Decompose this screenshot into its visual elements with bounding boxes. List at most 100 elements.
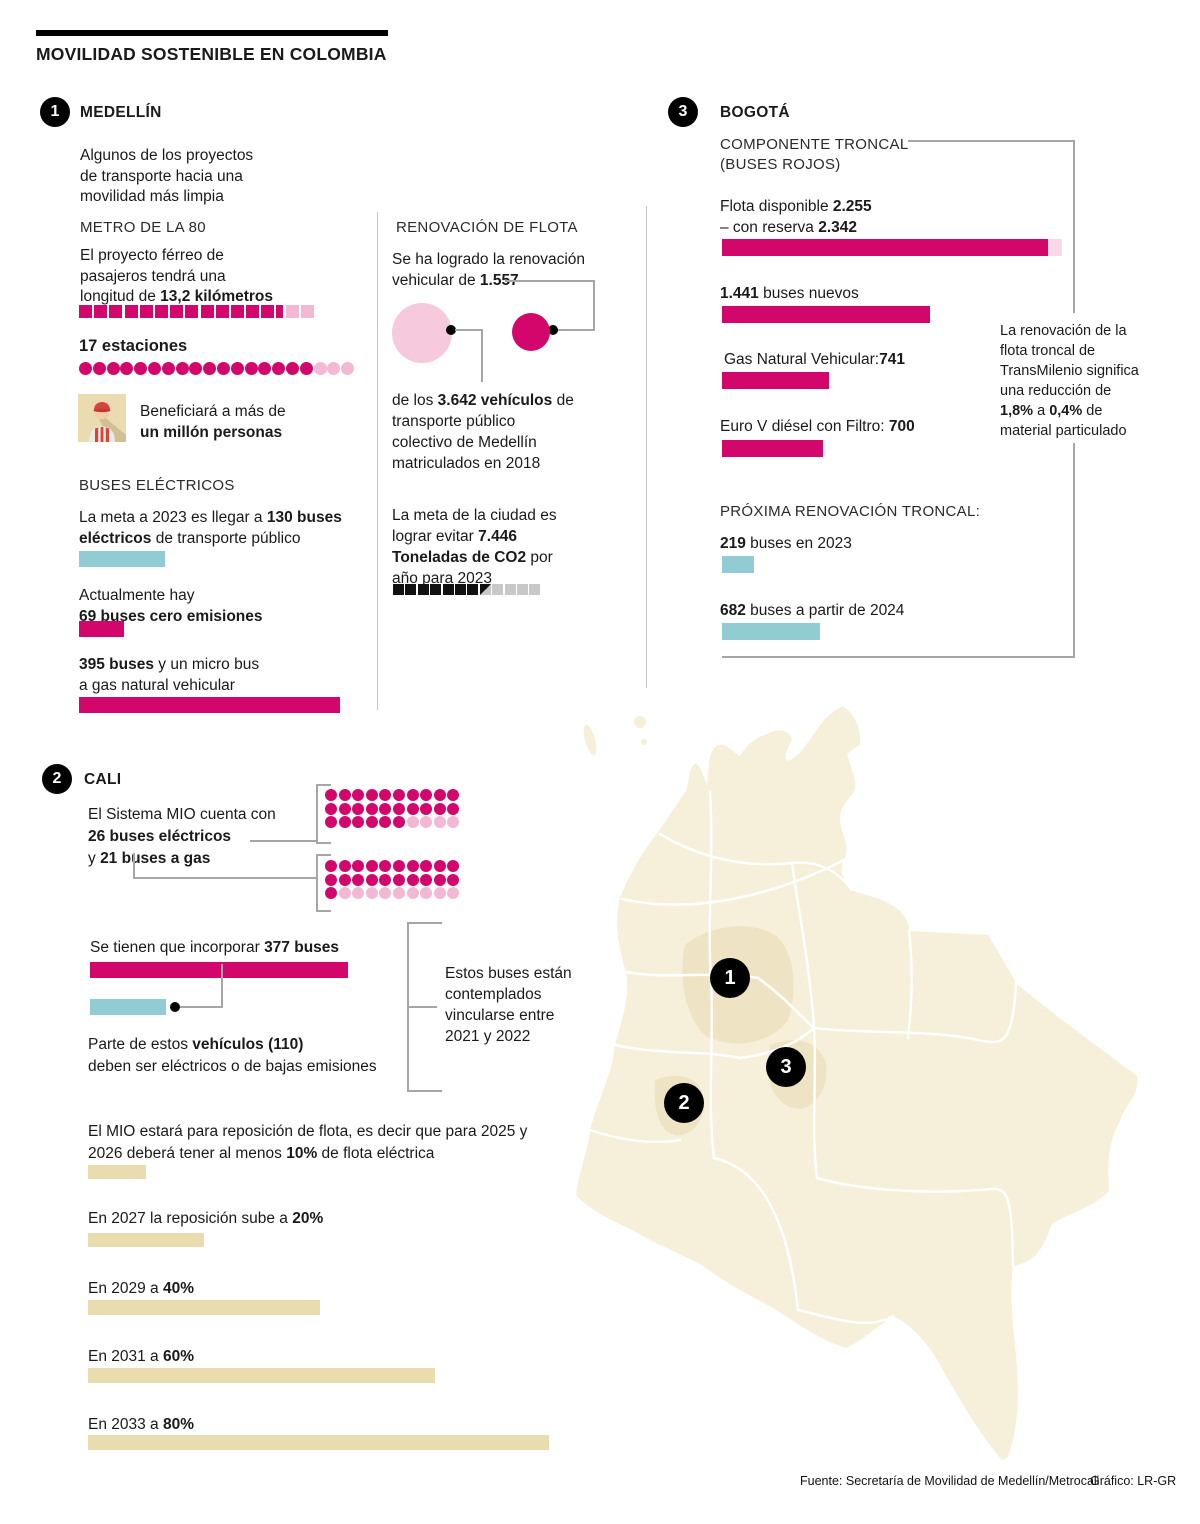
- circle-renewed-vehicles: [512, 313, 550, 351]
- map-marker-medellin: 1: [710, 958, 750, 998]
- bracket-contemplados-bottom: [407, 1090, 442, 1092]
- bar-2024-682: [722, 623, 820, 640]
- medellin-intro: Algunos de los proyectos de transporte h…: [80, 147, 254, 205]
- bar-gas-395: [79, 697, 340, 713]
- bar-gnv-741: [722, 372, 829, 389]
- bar-2023-219: [722, 556, 754, 573]
- section-badge-medellin: 1: [40, 97, 70, 127]
- island-providencia: [634, 716, 646, 728]
- connector-part-v: [221, 964, 223, 1008]
- bracket-grid2-top: [316, 854, 331, 856]
- goal-text: La meta a 2023 es llegar a 130 buses elé…: [79, 509, 342, 547]
- section-title-medellin: MEDELLÍN: [80, 104, 162, 121]
- map-marker-cali: 2: [664, 1083, 704, 1123]
- bar-flota-group: [722, 239, 1062, 256]
- current-text: Actualmente hay 69 buses cero emisiones: [79, 587, 263, 625]
- renovacion-total-text: de los 3.642 vehículos de transporte púb…: [392, 392, 574, 472]
- connector-1557-v: [593, 280, 595, 331]
- connector-gas-h: [133, 877, 316, 879]
- department-borders: [588, 790, 1018, 1325]
- bracket-grid1-v: [316, 784, 318, 844]
- mio-text: El MIO estará para reposición de flota, …: [88, 1123, 528, 1162]
- gas-text: 395 buses y un micro bus a gas natural v…: [79, 656, 260, 694]
- bracket-contemplados-top: [407, 922, 442, 924]
- bracket-bogota-bottom: [722, 656, 1075, 658]
- metro-text: El proyecto férreo de pasajeros tendrá u…: [80, 247, 274, 305]
- r2027-text: En 2027 la reposición sube a 20%: [88, 1210, 324, 1227]
- bar-repo-10: [88, 1165, 146, 1179]
- contemplados-text: Estos buses están contemplados vinculars…: [445, 965, 572, 1045]
- bar-goal-130: [79, 551, 165, 567]
- connector-1557-h: [505, 280, 595, 282]
- title-rule: [36, 30, 388, 36]
- electric-bus-grid: [325, 789, 460, 829]
- divider-medellin-renovacion: [377, 212, 378, 710]
- r2033-text: En 2033 a 80%: [88, 1416, 195, 1433]
- gas-bus-grid: [325, 860, 460, 900]
- bar-current-69: [79, 621, 124, 637]
- incorporate-text: Se tienen que incorporar 377 buses: [90, 939, 340, 956]
- bracket-grid2-bottom: [316, 910, 331, 912]
- component-label: COMPONENTE TRONCAL (BUSES ROJOS): [720, 136, 909, 173]
- bar-incorporar-377: [90, 962, 348, 978]
- connector-gas-v: [133, 853, 135, 879]
- connector-dot-dark: [548, 325, 558, 335]
- connector-1557-h2: [556, 329, 594, 331]
- bar-euro-700: [722, 440, 823, 457]
- bar-reserva-tip: [1048, 239, 1062, 256]
- graphic-credit: Gráfico: LR-GR: [1090, 1474, 1177, 1488]
- passenger-icon: [78, 394, 126, 442]
- co2-pictogram: [393, 584, 541, 595]
- colombia-outline: [576, 706, 1138, 1460]
- r2031-text: En 2031 a 60%: [88, 1348, 195, 1365]
- nuevos-text: 1.441 buses nuevos: [720, 285, 859, 302]
- euro-text: Euro V diésel con Filtro: 700: [720, 418, 915, 435]
- connector-part-h: [180, 1006, 223, 1008]
- bracket-contemplados-mid: [407, 1006, 437, 1008]
- source-credit: Fuente: Secretaría de Movilidad de Medel…: [800, 1474, 1100, 1488]
- connector-dot-part: [170, 1002, 180, 1012]
- bracket-grid1-bottom: [316, 842, 331, 844]
- bar-repo-60: [88, 1368, 435, 1383]
- stations-label: 17 estaciones: [79, 337, 188, 355]
- flota-text: Flota disponible 2.255 – con reserva 2.3…: [720, 198, 872, 236]
- bracket-bogota-top: [908, 140, 1075, 142]
- bar-flota-2255: [722, 239, 1048, 256]
- co2-text: La meta de la ciudad es lograr evitar 7.…: [392, 507, 557, 587]
- connector-electric-grid: [250, 840, 316, 842]
- bar-repo-80: [88, 1435, 549, 1450]
- page-title: MOVILIDAD SOSTENIBLE EN COLOMBIA: [36, 44, 387, 64]
- island-small: [641, 739, 647, 745]
- bar-nuevos-1441: [722, 306, 930, 323]
- stations-pictogram: [79, 362, 355, 375]
- section-badge-bogota: 3: [668, 97, 698, 127]
- connector-3642-h: [455, 329, 483, 331]
- connector-3642-v: [481, 329, 483, 382]
- bar-part-110: [90, 999, 166, 1015]
- bracket-bogota-right-lower: [1073, 443, 1075, 658]
- renovacion-heading: RENOVACIÓN DE FLOTA: [396, 219, 578, 236]
- part-text: Parte de estos vehículos (110) deben ser…: [88, 1036, 377, 1075]
- benefit-text: Beneficiará a más de un millón personas: [140, 403, 286, 441]
- r2029-text: En 2029 a 40%: [88, 1280, 195, 1297]
- island-san-andres: [583, 724, 597, 756]
- section-title-bogota: BOGOTÁ: [720, 104, 790, 121]
- km-pictogram: [79, 305, 314, 318]
- circle-total-vehicles: [392, 303, 452, 363]
- section-badge-cali: 2: [42, 764, 72, 794]
- section-title-cali: CALI: [84, 771, 122, 788]
- bar-repo-40: [88, 1300, 320, 1315]
- cali-intro: El Sistema MIO cuenta con 26 buses eléct…: [88, 806, 276, 867]
- renovacion-achieved-text: Se ha logrado la renovación vehicular de…: [392, 251, 586, 289]
- colombia-map: [576, 706, 1138, 1460]
- transmilenio-annotation: La renovación de la flota troncal de Tra…: [1000, 323, 1139, 439]
- buses-heading: BUSES ELÉCTRICOS: [79, 477, 235, 494]
- map-marker-bogota: 3: [766, 1047, 806, 1087]
- bar-repo-20: [88, 1233, 204, 1247]
- bracket-bogota-right-upper: [1073, 140, 1075, 313]
- connector-dot-light: [446, 325, 456, 335]
- y2023-text: 219 buses en 2023: [720, 535, 852, 552]
- divider-renovacion-bogota: [646, 206, 647, 688]
- bracket-grid2-v: [316, 854, 318, 912]
